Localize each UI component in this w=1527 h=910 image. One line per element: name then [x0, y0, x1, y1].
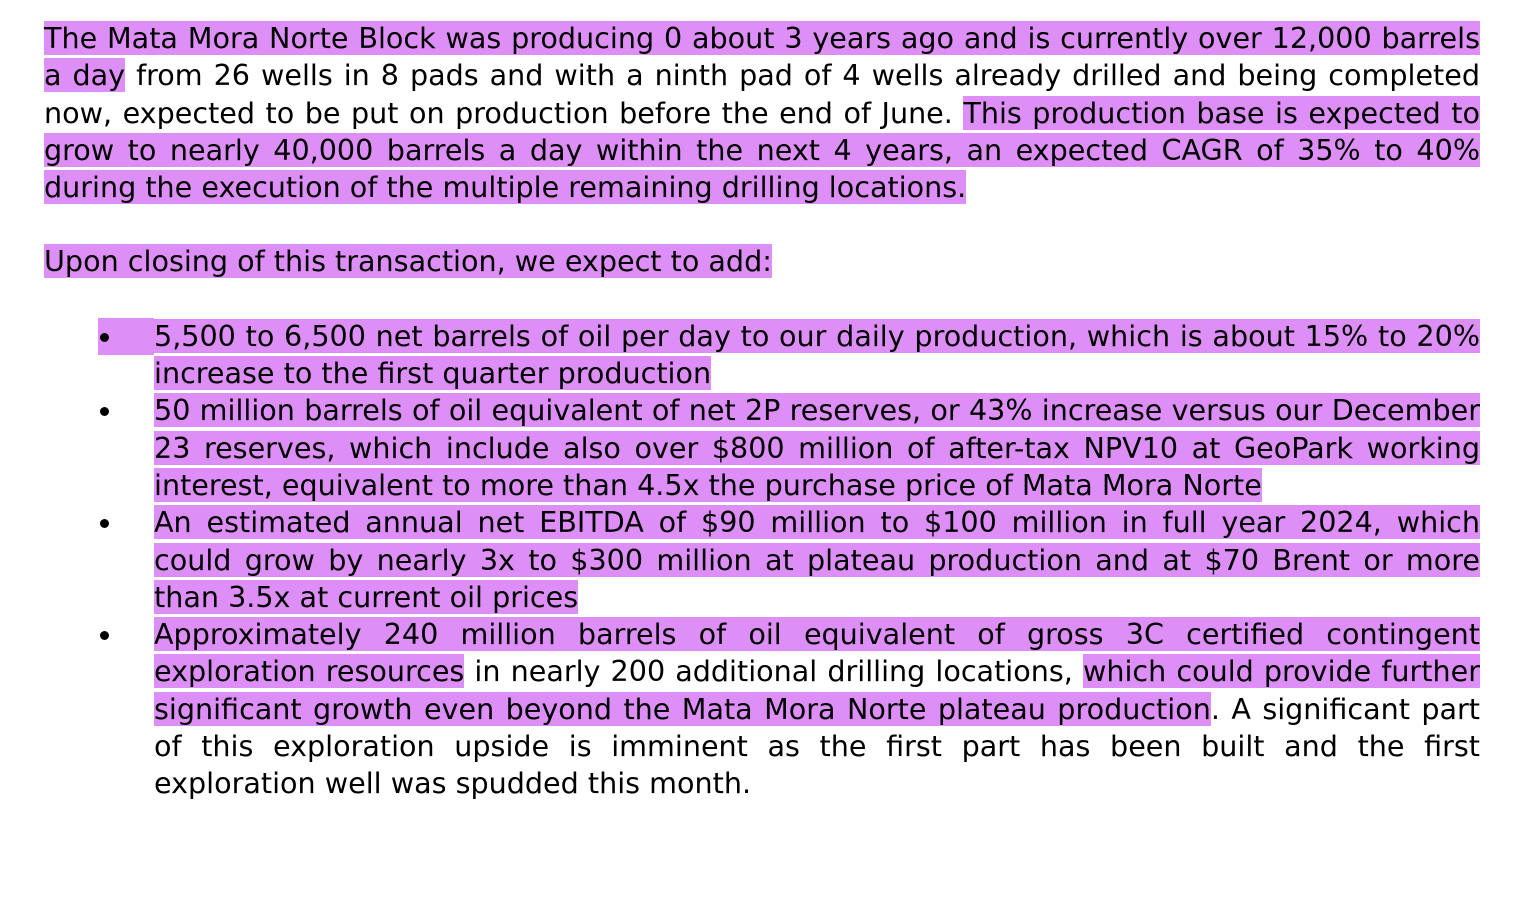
bullet-list-expected-additions: 5,500 to 6,500 net barrels of oil per da… [44, 317, 1480, 803]
highlighted-text: An estimated annual net EBITDA of $90 mi… [154, 505, 1480, 614]
bullet-icon [98, 504, 154, 541]
plain-text: from 26 wells in 8 pads and with a ninth… [44, 58, 1480, 130]
list-item: 50 million barrels of oil equivalent of … [44, 392, 1480, 504]
bullet-icon [98, 317, 154, 356]
list-item: Approximately 240 million barrels of oil… [44, 616, 1480, 802]
bullet-icon [98, 616, 154, 653]
plain-text: . A significant part of this exploration… [154, 691, 1481, 801]
paragraph-mata-mora-norte-production: The Mata Mora Norte Block was producing … [44, 20, 1480, 206]
list-item: 5,500 to 6,500 net barrels of oil per da… [44, 317, 1480, 393]
document-body: The Mata Mora Norte Block was producing … [44, 20, 1480, 803]
bullet-icon [98, 392, 154, 429]
highlighted-text: Upon closing of this transaction, we exp… [44, 244, 772, 279]
highlighted-text: 5,500 to 6,500 net barrels of oil per da… [154, 318, 1480, 391]
paragraph-transaction-intro: Upon closing of this transaction, we exp… [44, 243, 1480, 280]
highlighted-text: 50 million barrels of oil equivalent of … [154, 393, 1480, 502]
list-item: An estimated annual net EBITDA of $90 mi… [44, 504, 1480, 616]
plain-text: in nearly 200 additional drilling locati… [464, 654, 1083, 689]
